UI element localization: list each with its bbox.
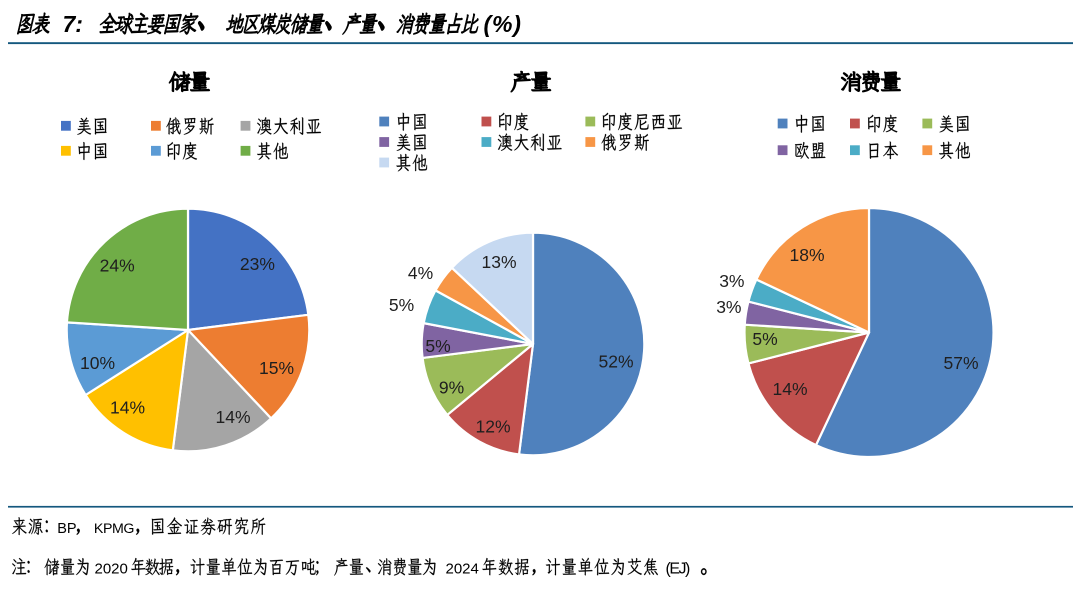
svg-text:9%: 9%: [439, 378, 464, 398]
svg-text:57%: 57%: [943, 353, 978, 373]
svg-text:(EJ): (EJ): [666, 561, 691, 578]
svg-text:15%: 15%: [259, 358, 294, 378]
svg-text:4%: 4%: [408, 263, 433, 283]
svg-text:23%: 23%: [240, 254, 275, 274]
svg-text:14%: 14%: [215, 407, 250, 427]
svg-text:3%: 3%: [719, 271, 744, 291]
svg-text:13%: 13%: [481, 252, 516, 272]
svg-text:2020: 2020: [95, 561, 128, 578]
svg-text:18%: 18%: [789, 245, 824, 265]
svg-text:24%: 24%: [100, 256, 135, 276]
svg-text:2024: 2024: [446, 561, 479, 578]
svg-text:KPMG: KPMG: [94, 521, 134, 537]
svg-text:14%: 14%: [110, 397, 145, 417]
svg-text:12%: 12%: [475, 417, 510, 437]
svg-text:14%: 14%: [772, 379, 807, 399]
svg-text:BP: BP: [57, 521, 76, 537]
svg-text:7:: 7:: [63, 11, 83, 37]
svg-text:(%): (%): [484, 11, 522, 37]
svg-text:52%: 52%: [598, 351, 633, 371]
svg-text:5%: 5%: [389, 295, 414, 315]
svg-text:10%: 10%: [80, 353, 115, 373]
svg-text:3%: 3%: [716, 297, 741, 317]
svg-text:5%: 5%: [752, 329, 777, 349]
svg-text:5%: 5%: [425, 336, 450, 356]
